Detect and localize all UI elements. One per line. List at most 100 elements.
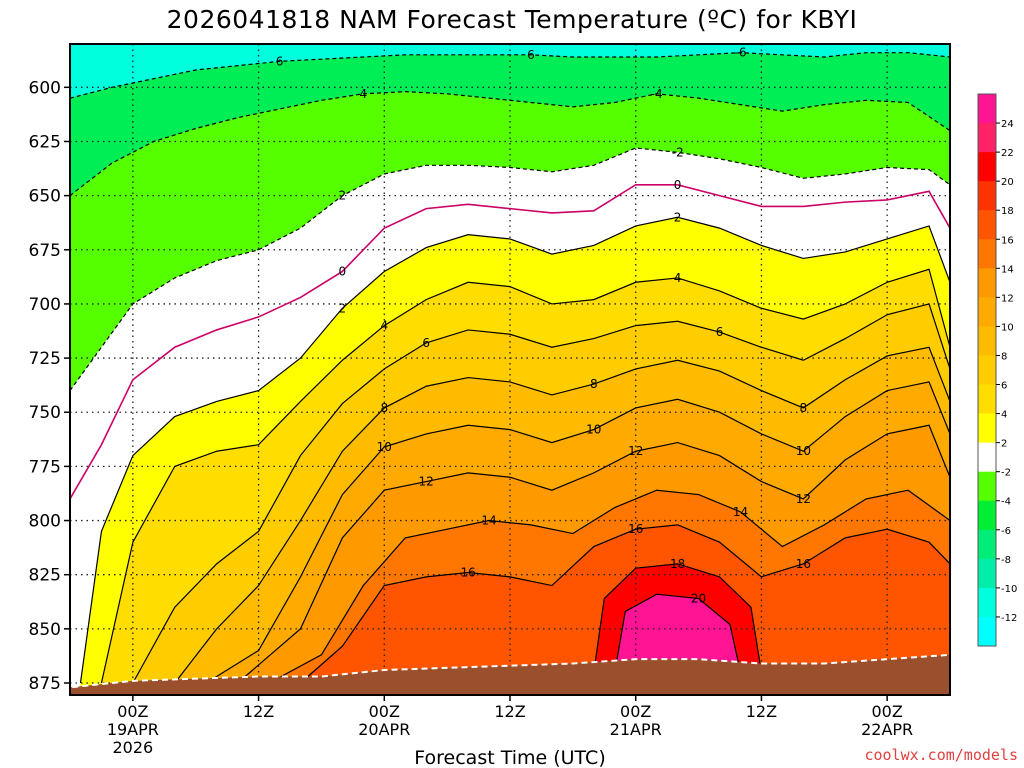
isotherm-2 (79, 216, 950, 684)
terrain-ground (70, 653, 950, 695)
x-tick-label: 00Z (871, 702, 902, 721)
colorbar-tick-label: -10 (1001, 584, 1017, 595)
isotherm-labels: 6 6 -6 4 -4 2 -2 0 0 2 2 4 4 6 6 8 8 8 10 10 10 12 12 12 14 14 16 1… (276, 46, 811, 606)
x-tick-label: 19APR (107, 720, 159, 739)
x-tick-label: 22APR (861, 720, 913, 739)
isotherm-label-16: 16 (796, 557, 811, 571)
y-tick-label: 675 (29, 241, 61, 261)
colorbar-tick-label: 12 (1001, 293, 1014, 304)
y-tick-label: 750 (29, 403, 61, 423)
isotherm-label-12: 12 (796, 492, 811, 506)
y-tick-label: 800 (29, 512, 61, 532)
isotherm-label-14: 14 (733, 505, 748, 519)
y-tick-label: 775 (29, 457, 61, 477)
colorbar-tick-label: 16 (1001, 235, 1014, 246)
colorbar-tick-label: 22 (1001, 148, 1014, 159)
colorbar-tick-label: 4 (1001, 410, 1007, 421)
isotherm-label-8: 8 (590, 377, 598, 391)
isotherm-14 (268, 489, 950, 684)
colorbar-tick-label: 6 (1001, 381, 1007, 392)
colorbar-swatch (978, 442, 996, 473)
colorbar-tick-label: -8 (1001, 555, 1011, 566)
chart-title: 2026041818 NAM Forecast Temperature (ºC)… (167, 5, 858, 34)
isotherm-label-18: 18 (670, 557, 685, 571)
isotherm-label--4: -4 (651, 87, 663, 101)
colorbar-swatch (978, 355, 996, 386)
isotherm-4 (100, 268, 950, 684)
isotherm-label-0: 0 (339, 264, 347, 278)
isotherm-label-8: 8 (800, 401, 808, 415)
colorbar-tick-label: 10 (1001, 322, 1014, 333)
colorbar-frame (977, 93, 997, 647)
colorbar-swatch (978, 210, 996, 240)
y-tick-label: 875 (29, 674, 61, 694)
y-axis-ticks: 600 625 650 675 700 725 750 775 800 825 850 875 (29, 78, 70, 694)
isotherm-label-8: 8 (380, 401, 388, 415)
colorbar-swatch (978, 500, 996, 531)
colorbar-tick-label: -12 (1001, 613, 1017, 624)
isotherm-label--4: 4 (360, 87, 368, 101)
colorbar-tick-label: -6 (1001, 526, 1011, 537)
y-tick-label: 625 (29, 132, 61, 152)
y-tick-label: 600 (29, 78, 61, 98)
colorbar-swatch (978, 94, 996, 124)
plot-area (70, 44, 950, 695)
isotherm-label--6: 6 (527, 48, 535, 62)
y-tick-label: 825 (29, 566, 61, 586)
x-tick-label: 21APR (610, 720, 662, 739)
colorbar-tick-label: 14 (1001, 264, 1014, 275)
isotherm-lines (70, 52, 950, 684)
x-axis-title: Forecast Time (UTC) (414, 747, 605, 768)
band-above-20 (614, 594, 741, 673)
colorbar-tick-label: -4 (1001, 497, 1011, 508)
isotherm-label-12: 12 (628, 444, 643, 458)
colorbar-swatch (978, 123, 996, 153)
colorbar-tick-label: 2 (1001, 439, 1007, 450)
isotherm-12 (237, 424, 950, 684)
isotherm-18 (593, 563, 763, 673)
isotherm-label-16: 16 (628, 522, 643, 536)
colorbar-swatch (978, 181, 996, 211)
colorbar-tick-label: 8 (1001, 351, 1007, 362)
colorbar-swatch (978, 152, 996, 182)
y-tick-label: 700 (29, 295, 61, 315)
x-tick-label: 12Z (243, 702, 274, 721)
colorbar-swatch (978, 297, 996, 327)
isotherm-label-4: 4 (674, 271, 682, 285)
credit-text: coolwx.com/models (864, 746, 1018, 764)
colorbar: 24 22 20 18 16 14 12 10 8 6 4 2 -2 -4 -6 -8 -10 -12 (977, 93, 1017, 647)
colorbar-swatch (978, 413, 996, 444)
isotherm-10 (205, 381, 950, 684)
x-tick-label: 00Z (620, 702, 651, 721)
colorbar-swatch (978, 239, 996, 269)
colorbar-tick-label: 24 (1001, 119, 1014, 130)
colorbar-swatch (978, 326, 996, 356)
isotherm-label-10: 10 (586, 423, 601, 437)
colorbar-swatch (978, 558, 996, 589)
x-tick-label: 12Z (746, 702, 777, 721)
x-tick-label: 00Z (369, 702, 400, 721)
colorbar-tick-label: 18 (1001, 206, 1014, 217)
colorbar-swatch (978, 384, 996, 415)
colorbar-swatch (978, 587, 996, 618)
isotherm-20 (614, 593, 742, 673)
isotherm-label-20: 20 (691, 592, 706, 606)
colorbar-swatch (978, 268, 996, 298)
isotherm-label--2: -2 (672, 145, 684, 159)
y-tick-label: 725 (29, 349, 61, 369)
isotherm-label-12: 12 (419, 475, 434, 489)
x-tick-label: 00Z (117, 702, 148, 721)
colorbar-tick-label: -2 (1001, 468, 1011, 479)
isotherm-8 (174, 346, 950, 684)
isotherm-label-16: 16 (460, 566, 475, 580)
colorbar-tick-label: 20 (1001, 177, 1014, 188)
y-tick-label: 650 (29, 187, 61, 207)
isotherm-6 (132, 303, 950, 684)
isotherm--4 (70, 91, 950, 197)
isotherm-label-10: 10 (377, 440, 392, 454)
y-tick-label: 850 (29, 620, 61, 640)
isotherm--2 (70, 147, 950, 391)
isotherm-label-6: 6 (716, 325, 724, 339)
